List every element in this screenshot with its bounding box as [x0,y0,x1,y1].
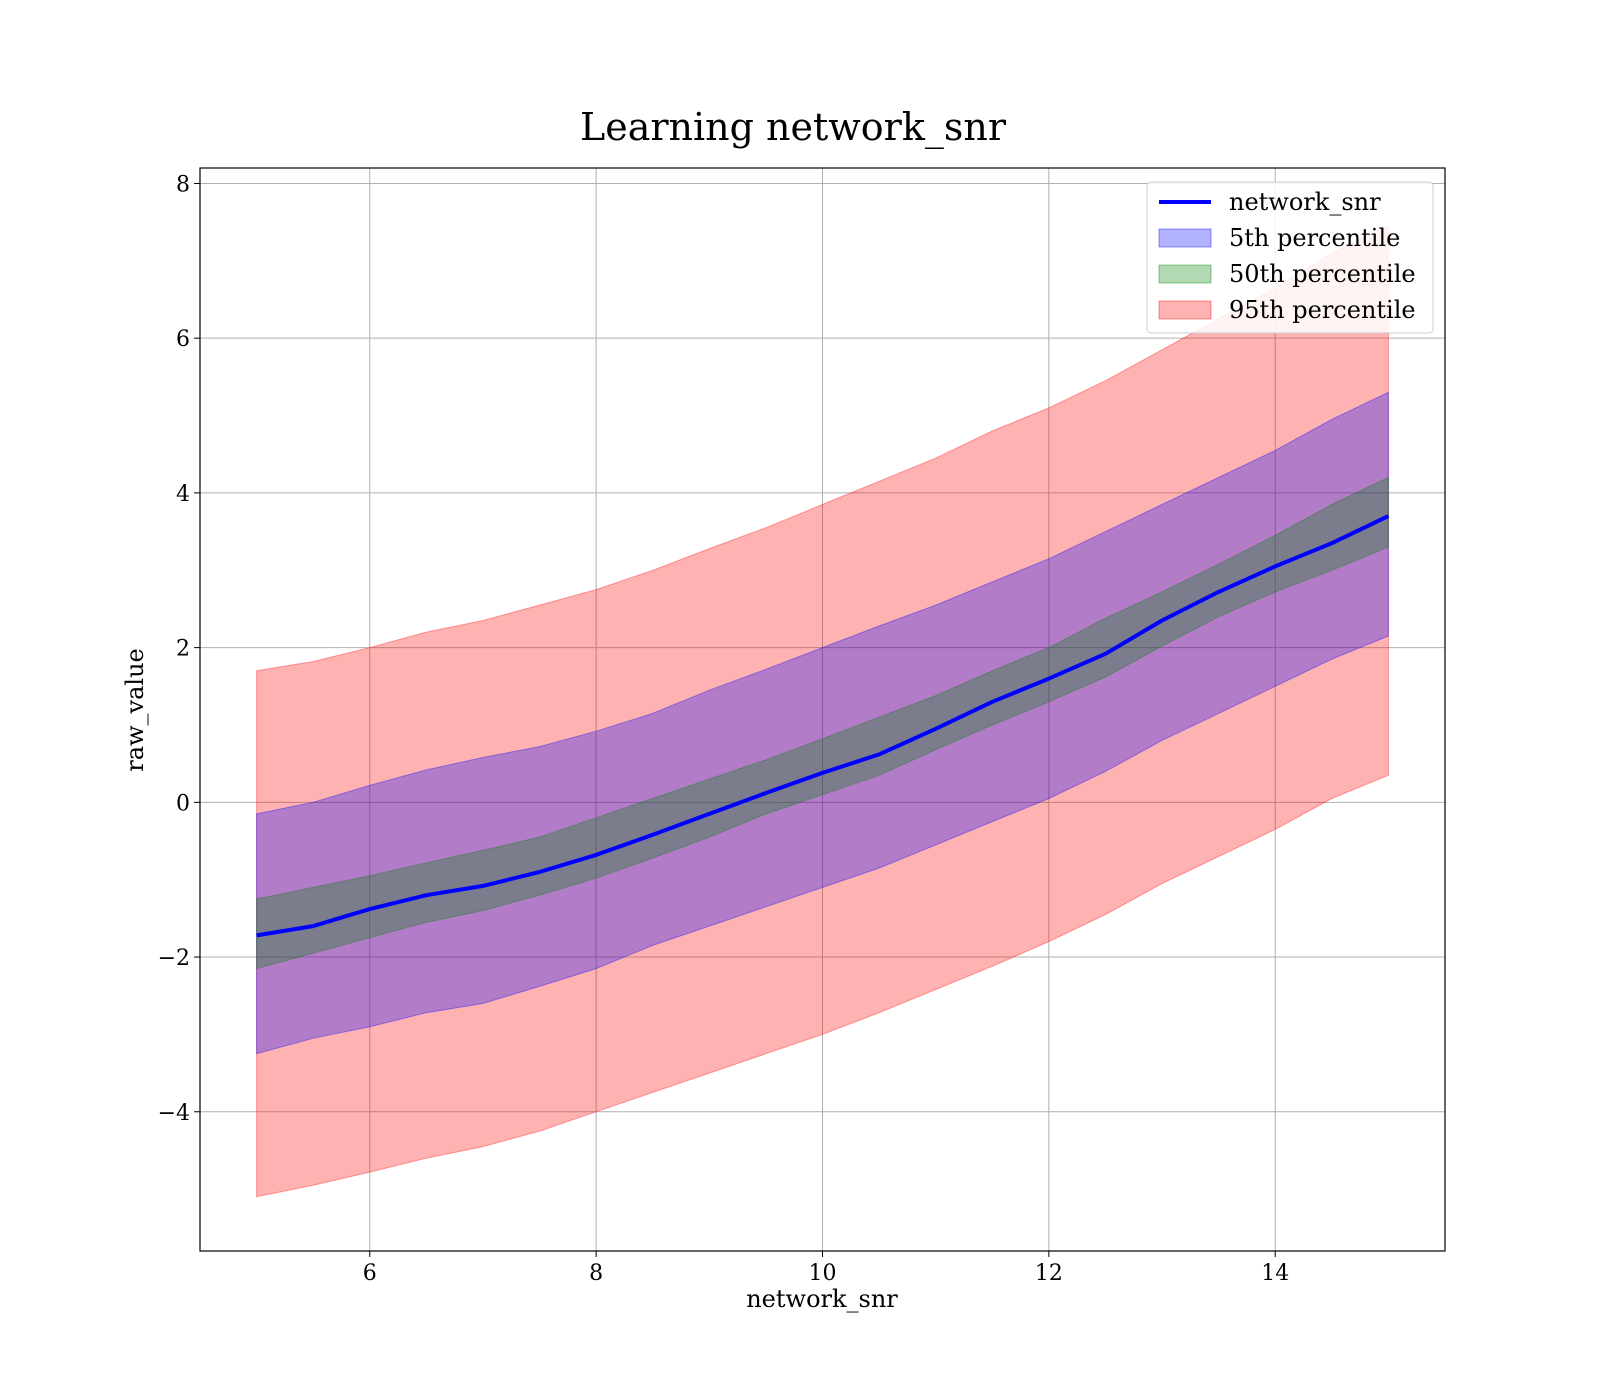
x-tick-label: 14 [1261,1261,1289,1286]
y-tick-label: 0 [176,791,190,816]
legend-label: network_snr [1229,188,1381,216]
chart-title: Learning network_snr [580,105,1007,150]
legend-label: 50th percentile [1229,260,1416,288]
percentile-bands [256,225,1389,1198]
y-tick-label: −4 [158,1101,190,1126]
y-tick-label: 6 [176,327,190,352]
y-axis: −4 −2 0 2 4 6 8 [158,172,200,1126]
series-line-network_snr [256,514,1390,938]
legend-label: 95th percentile [1229,296,1416,324]
grid [200,168,1445,1251]
band-50th-percentile [256,476,1389,970]
legend-items: network_snr 5th percentile 50th percentile… [1158,188,1416,324]
band-95th-percentile [256,225,1389,1198]
x-tick-label: 8 [589,1261,603,1286]
legend-swatch-band [1158,264,1212,284]
y-axis-label: raw_value [121,648,149,772]
x-axis-label: network_snr [746,1285,898,1313]
legend-swatch-band [1158,228,1212,248]
x-axis: 6 8 10 12 14 [363,1251,1289,1286]
y-tick-label: 4 [176,482,190,507]
x-tick-label: 10 [809,1261,837,1286]
y-tick-label: 2 [176,637,190,662]
x-tick-label: 6 [363,1261,377,1286]
y-tick-label: −2 [158,946,190,971]
legend: network_snr 5th percentile 50th percentile… [1146,181,1434,334]
x-tick-label: 12 [1035,1261,1063,1286]
legend-frame [1146,181,1434,334]
legend-swatch-band [1158,300,1212,320]
plot-area [199,167,1446,1252]
band-5th-percentile [256,391,1389,1055]
legend-label: 5th percentile [1229,224,1400,252]
series-lines [256,514,1390,938]
y-tick-label: 8 [176,172,190,197]
